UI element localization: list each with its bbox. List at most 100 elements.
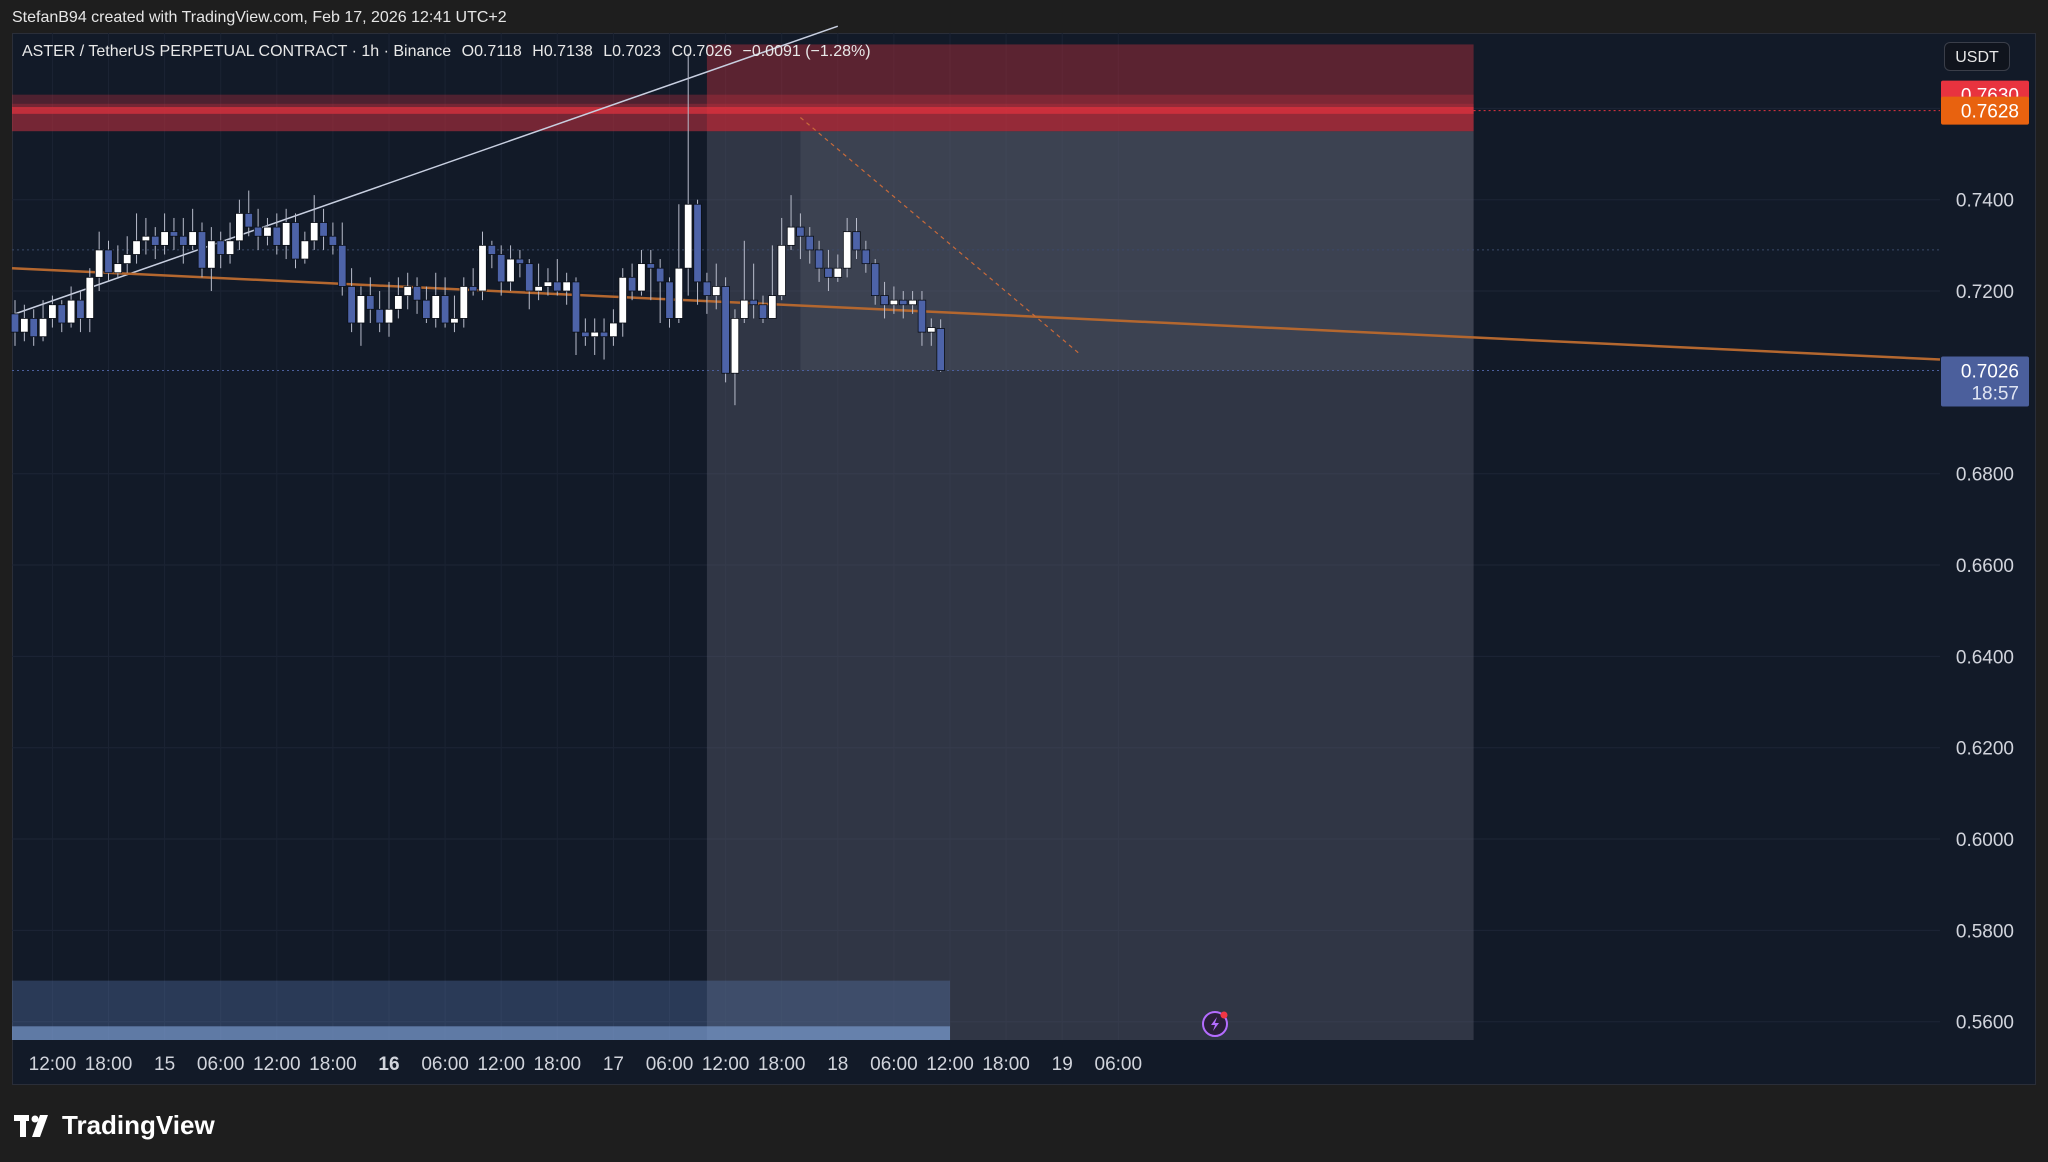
candle-body (814, 249, 824, 269)
candle-body (356, 295, 366, 324)
candle-body (113, 263, 123, 274)
candle-body (805, 235, 814, 251)
candle-body (927, 327, 936, 333)
candle-body (394, 295, 403, 310)
time-tick-label: 15 (154, 1054, 175, 1075)
legend-high: H0.7138 (532, 43, 593, 60)
candle-body (431, 295, 440, 319)
candle-body (684, 203, 693, 269)
candle-body (468, 286, 478, 292)
candle-body (20, 318, 29, 333)
candle-body (730, 318, 740, 374)
stop-zone (706, 44, 1474, 132)
candle-body (328, 235, 338, 246)
candle-body (749, 299, 758, 306)
candle-body (422, 299, 431, 319)
candle-body (263, 226, 272, 237)
candle-body (702, 281, 712, 296)
time-tick-label: 17 (603, 1054, 624, 1075)
time-tick-label: 12:00 (926, 1054, 974, 1075)
time-tick-label: 12:00 (477, 1054, 525, 1075)
brand-name: TradingView (62, 1110, 215, 1140)
lightning-alert-icon (1202, 1011, 1228, 1037)
price-tick-label: 0.6000 (1956, 830, 2014, 851)
candle-body (852, 231, 861, 251)
candle-body (225, 240, 235, 255)
candle-body (29, 318, 38, 338)
time-tick-label: 18:00 (534, 1054, 582, 1075)
tradingview-brand[interactable]: TradingView (14, 1110, 215, 1141)
candle-body (562, 281, 571, 292)
dashed-projection-line (800, 117, 1082, 356)
candle-body (525, 263, 534, 292)
candle-body (375, 308, 384, 324)
candle-body (599, 331, 609, 338)
price-tick-label: 0.5600 (1956, 1013, 2014, 1034)
candle-body (861, 249, 871, 265)
price-tick-label: 0.5800 (1956, 921, 2014, 942)
candle-body (151, 235, 160, 246)
candle-body (235, 212, 244, 242)
time-tick-label: 18:00 (85, 1054, 133, 1075)
currency-button[interactable]: USDT (1944, 42, 2010, 71)
time-tick-label: 12:00 (702, 1054, 750, 1075)
candle-body (777, 244, 786, 296)
price-axis-label-bg (1941, 96, 2029, 125)
candle-body (627, 276, 637, 292)
candle-body (515, 258, 525, 265)
candle-body (244, 212, 253, 228)
candle-body (553, 281, 562, 292)
candle-body (132, 240, 141, 255)
candle-body (824, 267, 833, 278)
time-tick-label: 06:00 (646, 1054, 694, 1075)
candle-body (740, 299, 749, 319)
plot-area: 0.7400 0.7200 0.6800 0.6600 0.6400 0.6200 0.60… (10, 25, 2029, 1075)
candle-body (207, 240, 216, 269)
candle-body (833, 267, 842, 278)
candle-body (609, 322, 618, 338)
volume-box-bar (12, 1026, 950, 1040)
candle-body (76, 299, 85, 319)
candle-body (57, 304, 66, 324)
candle-body (796, 226, 805, 237)
bar-countdown-label: 18:57 (1971, 383, 2019, 404)
alert-notification-dot (1220, 1011, 1228, 1019)
tradingview-logo-icon (14, 1114, 48, 1137)
candle-body (721, 286, 730, 374)
candle-body (169, 231, 179, 237)
candle-body (38, 318, 48, 338)
candle-body (637, 263, 646, 292)
candle-body (459, 286, 468, 319)
candle-body (534, 286, 543, 292)
candle-body (543, 281, 553, 287)
candle-body (384, 308, 394, 324)
time-tick-label: 18:00 (982, 1054, 1030, 1075)
price-axis-label-bg (1941, 356, 2029, 407)
candle-body (908, 299, 917, 306)
candle-body (758, 304, 768, 319)
candle-body (366, 295, 375, 310)
candle-body (300, 240, 310, 260)
attribution-text: StefanB94 created with TradingView.com, … (12, 9, 507, 26)
candle-body (347, 286, 356, 324)
candle-body (179, 235, 188, 246)
time-tick-label: 06:00 (421, 1054, 469, 1075)
candle-body (665, 281, 674, 319)
time-tick-label: 12:00 (253, 1054, 301, 1075)
candle-body (618, 276, 627, 324)
candle-body (590, 331, 599, 338)
candle-body (403, 286, 412, 296)
candle-body (674, 267, 684, 319)
price-axis-label: 0.7026 (1961, 361, 2019, 382)
descending-trendline (11, 266, 1941, 361)
candle-body (496, 254, 506, 283)
legend-close: C0.7026 (671, 43, 733, 60)
candle-body (889, 299, 899, 306)
position-progress (800, 131, 1474, 371)
resistance-zone-line (12, 106, 1474, 114)
time-tick-label: 18:00 (309, 1054, 357, 1075)
candle-body (786, 226, 796, 246)
legend-low: L0.7023 (603, 43, 662, 60)
chart-frame[interactable] (12, 33, 2036, 1085)
